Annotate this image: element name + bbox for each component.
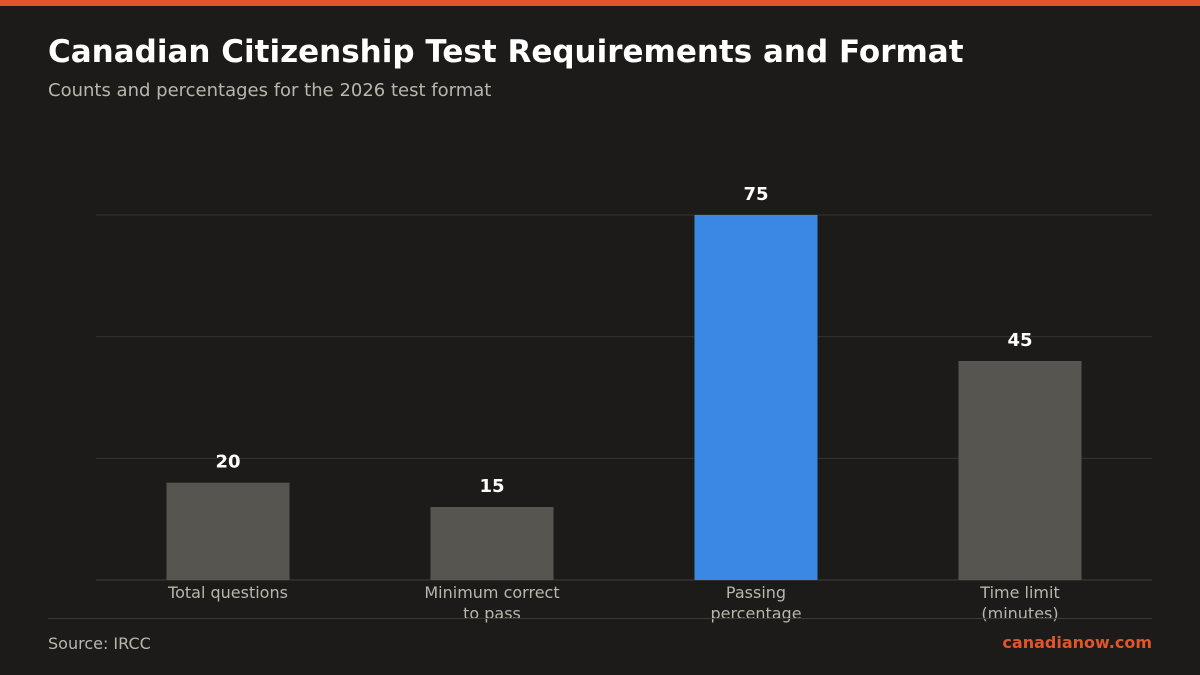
x-tick-label: percentage bbox=[710, 604, 801, 623]
source-note: Source: IRCC bbox=[48, 634, 151, 653]
bar bbox=[166, 482, 290, 580]
x-tick-label: Total questions bbox=[167, 583, 288, 602]
brand-link[interactable]: canadianow.com bbox=[1002, 633, 1152, 652]
bar bbox=[430, 507, 554, 580]
top-accent-bar bbox=[0, 0, 1200, 6]
x-tick-label: Time limit bbox=[979, 583, 1059, 602]
bar-value-label: 45 bbox=[1007, 330, 1032, 351]
bar-value-label: 15 bbox=[479, 476, 504, 497]
x-tick-label: Passing bbox=[726, 583, 786, 602]
bar bbox=[958, 361, 1082, 580]
x-tick-label: Minimum correct bbox=[424, 583, 559, 602]
bar-value-label: 20 bbox=[215, 452, 240, 473]
x-tick-label: to pass bbox=[463, 604, 521, 623]
bar-value-label: 75 bbox=[743, 184, 768, 205]
bar bbox=[694, 215, 818, 580]
x-tick-label: (minutes) bbox=[981, 604, 1058, 623]
chart-subtitle: Counts and percentages for the 2026 test… bbox=[48, 80, 492, 101]
chart-title: Canadian Citizenship Test Requirements a… bbox=[48, 34, 964, 70]
footer-divider bbox=[48, 618, 1152, 619]
